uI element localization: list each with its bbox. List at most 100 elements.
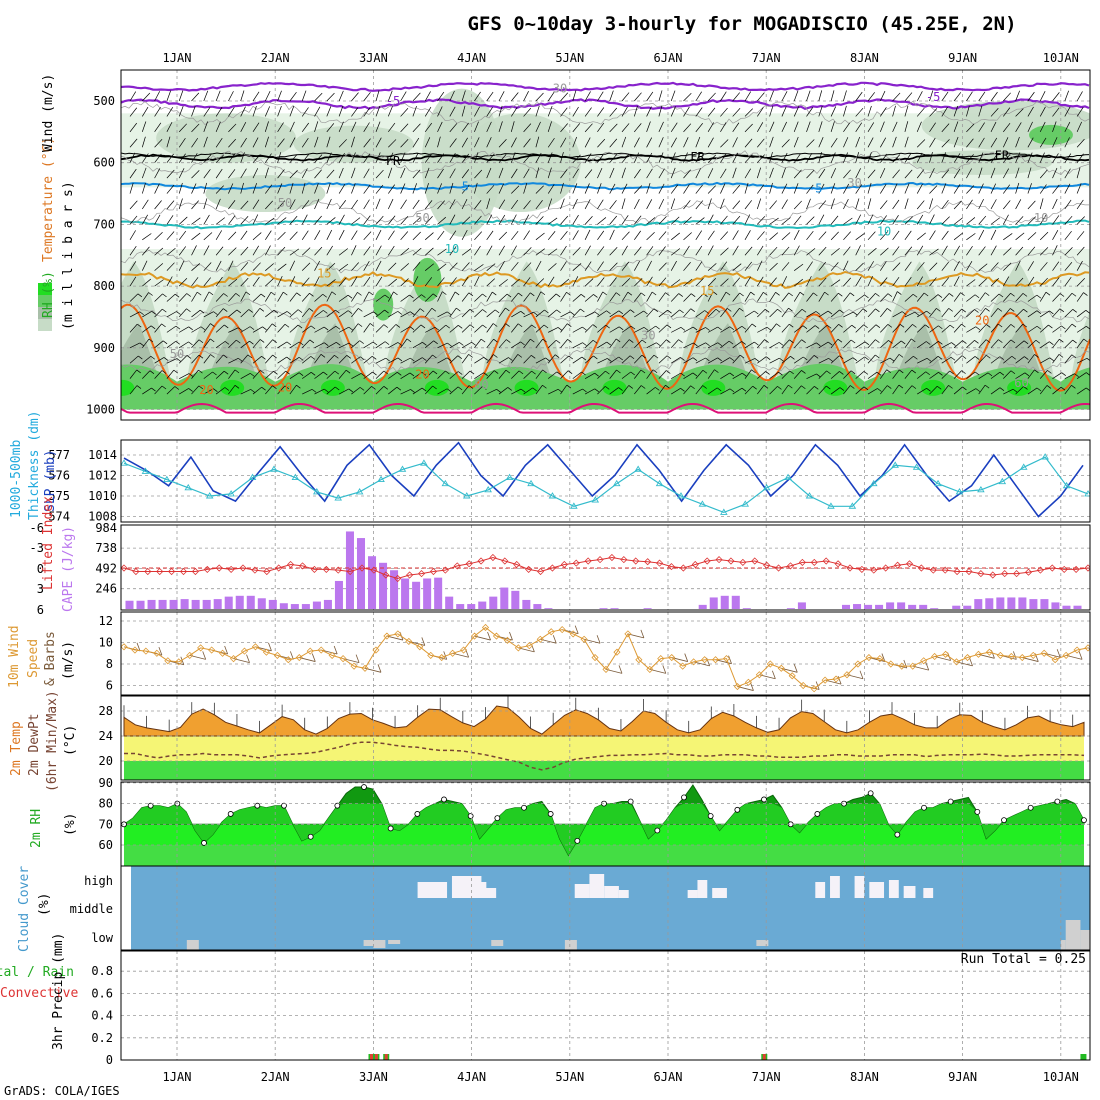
wind-barb [941,152,946,163]
wind-barb [769,136,774,148]
wind-barb-flag [188,326,193,331]
wind-barb-flag [533,311,538,316]
wind-barb-flag [348,388,354,393]
wind-barb-flag [715,308,721,313]
wind-barb-flag [149,370,155,374]
wind-barb [966,245,973,256]
wind-barb [892,384,900,395]
wind-barb [1003,370,1012,379]
wind-barb-flag [421,294,426,298]
cape-bar [996,597,1005,609]
wind-barb [744,291,751,302]
wind-barb [277,169,285,179]
wind-marker [832,675,840,683]
wind-barb [511,230,519,241]
wind-barb [966,356,976,364]
wind-barb [634,327,645,333]
wind-barb-flag [703,293,708,297]
wind-barb [203,232,213,241]
wind-barb [584,340,594,349]
wind-barb [634,278,643,287]
li-marker [584,557,592,565]
wind-marker [591,653,599,662]
wind-barb-flag [567,323,572,327]
wind-marker [613,648,621,656]
wind-barb [535,309,545,318]
wind-barb-flag [937,385,942,390]
wind-barb [129,369,138,379]
wind-barb [855,245,861,256]
cloud-bg [131,866,1090,950]
wind-barb-flag [234,369,240,374]
wind-barb [363,122,370,133]
wind-barb [486,291,493,302]
wind-barb [1015,323,1024,333]
wind-barb [1015,293,1024,302]
wind-barb [363,291,370,302]
wind-barb [916,107,925,117]
wind-barb [793,263,804,271]
wind-barb [142,370,151,379]
li-marker [322,565,330,573]
wind-barb [720,291,727,302]
wind-barb-flag [445,324,450,329]
wind-marker [284,656,292,664]
wind-barb [990,371,1001,379]
wind-barb-flag [238,327,243,332]
wind-barb [732,292,740,302]
wind-barb [597,310,607,318]
wind-barb [707,277,717,287]
wind-barb [474,324,483,333]
day-label-top: 1JAN [163,51,192,65]
wind-barb [671,372,681,379]
wind-barb [338,326,349,333]
wind-barb [781,262,790,271]
wind-barb-flag [926,388,931,392]
li-marker [608,553,616,562]
wind-barb [203,291,210,302]
wind-barb [1039,198,1044,210]
panel-cape [121,525,1090,610]
wind-barb [658,198,665,210]
wind-barb [326,123,335,133]
wind-barb [461,308,471,318]
wind-barb [1015,308,1024,318]
wind-barb [1076,121,1083,132]
wind-barb [424,232,434,241]
wind-barb [806,325,816,333]
wind-barb [683,92,692,102]
wind-barb-flag [729,357,735,361]
wind-marker [438,653,446,662]
li-marker [989,571,997,579]
wind-barb-flag [520,341,525,346]
wind-marker [974,650,983,658]
rh-marker [254,802,261,809]
wind-barb [732,167,737,179]
rh-contour-label: 30 [553,82,567,96]
cloud-high-block [687,890,698,898]
rh-marker [227,811,234,817]
wind-barb [338,294,349,302]
wind-barb [1076,277,1086,287]
wind-barb [178,308,187,318]
wind-barb [166,247,176,256]
wind-barb [400,389,411,395]
y-tick-label: 0.2 [91,1031,113,1045]
wind-barb-flag [173,369,179,374]
wind-barb [818,137,824,148]
wind-barb [560,152,564,163]
wind-barb [1039,291,1047,302]
wind-barb [953,260,960,271]
wind-barb-flag [505,323,510,327]
wind-barb-flag [284,323,290,328]
wind-barb [597,386,606,395]
p2-label-thick: 1000-500mb [9,440,24,518]
wind-barb [1039,231,1049,241]
wind-barb [720,357,731,364]
wind-barb [966,279,976,287]
wind-barb-flag [1023,340,1029,345]
thickness-marker [527,479,535,487]
y-tick-label: 600 [93,156,115,170]
wind-barb [314,198,320,210]
wind-barb [1040,341,1050,349]
